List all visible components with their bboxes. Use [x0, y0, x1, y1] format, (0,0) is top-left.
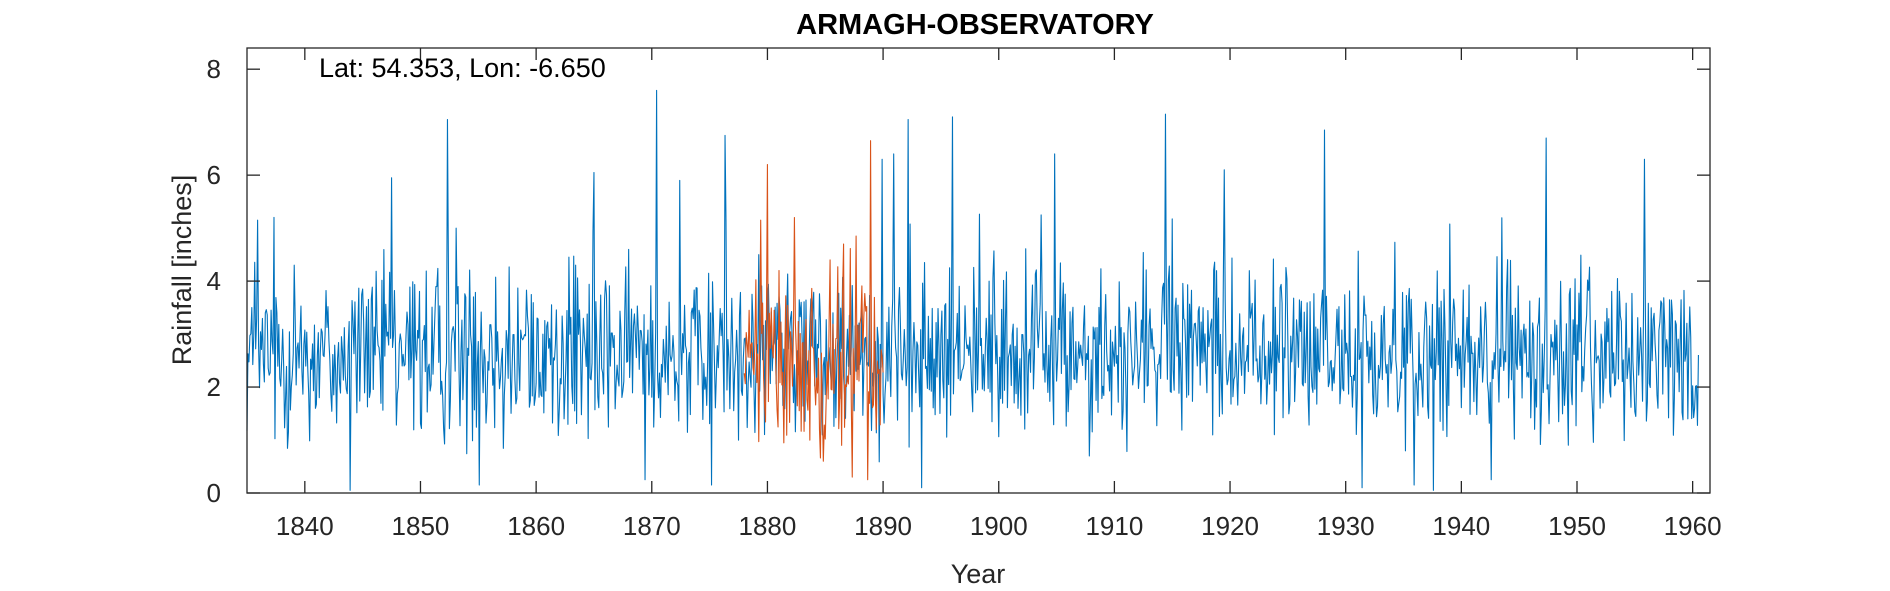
y-tick-label: 2 [207, 372, 221, 402]
x-tick-label: 1920 [1201, 511, 1259, 541]
x-tick-label: 1890 [854, 511, 912, 541]
x-axis-label: Year [951, 559, 1006, 589]
y-tick-label: 6 [207, 160, 221, 190]
plot-lines [246, 89, 1699, 491]
x-tick-label: 1840 [276, 511, 334, 541]
x-tick-label: 1940 [1432, 511, 1490, 541]
ticks: 1840 1850 1860 1870 1880 1890 1900 1910 1920 1930… [207, 48, 1722, 541]
y-tick-label: 0 [207, 478, 221, 508]
x-tick-label: 1910 [1085, 511, 1143, 541]
x-tick-label: 1950 [1548, 511, 1606, 541]
series-line-1 [246, 89, 1699, 491]
x-tick-label: 1930 [1317, 511, 1375, 541]
y-tick-label: 4 [207, 266, 221, 296]
y-axis-label: Rainfall [inches] [167, 175, 197, 366]
location-annotation: Lat: 54.353, Lon: -6.650 [319, 53, 606, 83]
y-tick-label: 8 [207, 54, 221, 84]
x-tick-label: 1860 [507, 511, 565, 541]
series-line-2 [743, 140, 884, 481]
x-tick-label: 1960 [1664, 511, 1722, 541]
x-tick-label: 1850 [392, 511, 450, 541]
x-tick-label: 1900 [970, 511, 1028, 541]
axes-box [246, 47, 1711, 494]
chart-title: ARMAGH-OBSERVATORY [796, 9, 1154, 41]
x-tick-label: 1880 [739, 511, 797, 541]
x-tick-label: 1870 [623, 511, 681, 541]
